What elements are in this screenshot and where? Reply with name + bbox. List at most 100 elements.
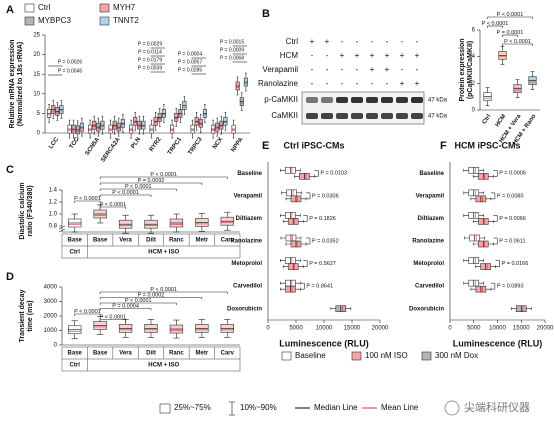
band (321, 113, 333, 119)
y-tick-label: Doxorubicin (227, 306, 262, 312)
x-tick-label: Ctrl (482, 113, 493, 125)
p-value: P < 0.0001 (125, 184, 152, 190)
blot-mark: - (416, 65, 419, 74)
y-axis-label: ratio (F340/380) (27, 185, 34, 236)
p-value: P < 0.0001 (150, 287, 177, 293)
blot-mark: + (340, 51, 345, 60)
legend-swatch (99, 16, 110, 26)
p-value: P < 0.0001 (125, 298, 152, 304)
p-value: P < 0.0001 (74, 196, 101, 202)
legend-swatch (421, 351, 432, 361)
p-value: P = 0.1826 (309, 216, 336, 222)
x-tick-label: Base (93, 238, 108, 244)
x-tick-label: 15000 (513, 326, 530, 332)
y-tick-label: Metoprolol (413, 261, 444, 267)
group-label: HCM + ISO (148, 250, 179, 256)
legend-label: MYH7 (113, 3, 136, 12)
blot-mark: - (356, 37, 359, 46)
x-tick-label: Carv (221, 238, 235, 244)
band (411, 113, 423, 119)
y-axis-label: Protein expression (459, 38, 466, 101)
blot-mark: - (326, 51, 329, 60)
blot-mark: - (341, 79, 344, 88)
x-tick-label: SCN5A (85, 136, 102, 157)
p-value: P = 0.0285 (178, 67, 202, 73)
x-tick-label: Base (68, 238, 83, 244)
blot-mark: - (341, 65, 344, 74)
p-value: P = 0.0893 (497, 284, 524, 290)
y-tick-label: 6 (472, 28, 476, 34)
y-axis-label: Diastolic calcium (19, 182, 26, 239)
blot-mark: - (386, 79, 389, 88)
p-value: P = 0.0045 (58, 68, 82, 74)
y-tick-label: Verapamil (234, 193, 263, 199)
p-value: P < 0.0001 (504, 39, 531, 45)
blot-mark: - (326, 79, 329, 88)
y-tick-label: 15 (33, 72, 40, 78)
band (351, 97, 363, 103)
blot-mark: + (385, 51, 390, 60)
band (366, 113, 378, 119)
band (306, 97, 318, 103)
p-value: P = 0.0057 (178, 59, 202, 65)
y-tick-label: 2000 (44, 314, 58, 320)
legend-swatch (351, 351, 362, 361)
y-tick-label: Metoprolol (231, 261, 262, 267)
y-axis-label: Relative mRNA expression (9, 40, 16, 129)
p-value: P = 0.0166 (502, 261, 529, 267)
panel-label: F (440, 140, 447, 152)
blot-mark: - (311, 79, 314, 88)
blot-row-label: Ctrl (286, 37, 299, 46)
band (366, 97, 378, 103)
blot-mark: + (400, 79, 405, 88)
y-tick-label: Baseline (419, 171, 444, 177)
blot-row-label: Verapamil (262, 65, 298, 74)
blot-mark: - (401, 65, 404, 74)
y-tick-label: 0 (472, 108, 476, 114)
blot-mark: + (415, 51, 420, 60)
panel-label: C (6, 164, 14, 176)
legend-label: 25%~75% (174, 403, 211, 412)
band-label: p-CaMKII (264, 95, 298, 104)
panel-label: A (6, 4, 14, 16)
band (396, 113, 408, 119)
blot-mark: - (356, 79, 359, 88)
x-tick-label: Base (68, 351, 83, 357)
blot-row-label: Ranolazine (258, 79, 299, 88)
y-tick-label: Verapamil (416, 193, 445, 199)
blot-mark: - (341, 37, 344, 46)
x-tick-label: Carv (221, 351, 235, 357)
x-tick-label: SERCA2A (100, 136, 122, 163)
y-tick-label: 0 (54, 343, 58, 349)
p-value: P = 0.0179 (138, 57, 162, 63)
blot-mark: - (356, 65, 359, 74)
blot-mark: - (326, 65, 329, 74)
x-tick-label: TRPC1 (167, 136, 184, 156)
chart-title: Ctrl iPSC-CMs (283, 140, 344, 150)
p-value: P < 0.0001 (100, 314, 127, 320)
x-tick-label: 0 (266, 326, 270, 332)
band (336, 97, 348, 103)
y-tick-label: 0 (37, 131, 41, 137)
chart-title: HCM iPSC-CMs (454, 140, 520, 150)
band-label: CaMKII (271, 111, 298, 120)
y-tick-label: 1000 (44, 328, 58, 334)
blot-mark: + (370, 65, 375, 74)
p-value: P = 0.0611 (499, 238, 525, 244)
y-tick-label: 3000 (44, 299, 58, 305)
blot-frame (301, 91, 425, 125)
legend-label: Ctrl (38, 3, 51, 12)
p-value: P = 0.0039 (138, 65, 162, 71)
p-value: P = 0.0001 (497, 30, 524, 36)
legend-swatch (281, 351, 292, 361)
p-value: P = 0.0068 (220, 55, 244, 61)
legend-label: Baseline (295, 351, 326, 360)
x-tick-label: Metr (196, 351, 209, 357)
blot-mark: - (416, 37, 419, 46)
legend-label: 100 nM ISO (365, 351, 408, 360)
band-size: 47 kDa (428, 98, 448, 104)
p-value: P < 0.0001 (100, 202, 127, 208)
x-tick-label: Ranc (169, 238, 184, 244)
x-tick-label: NPPA (230, 136, 245, 153)
legend-label: 10%~90% (240, 403, 277, 412)
